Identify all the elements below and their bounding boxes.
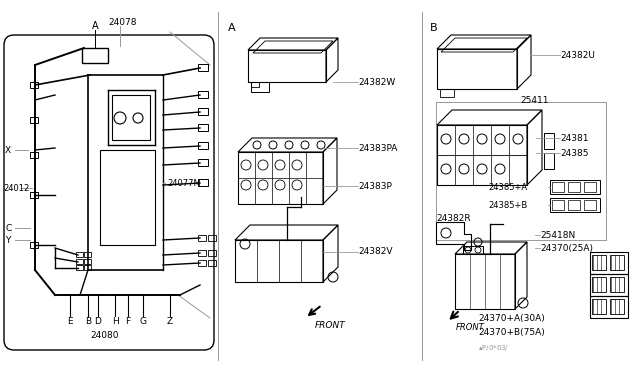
Text: 24385+B: 24385+B	[488, 201, 527, 209]
Bar	[84, 265, 91, 270]
Bar	[552, 200, 564, 210]
Bar	[584, 182, 596, 192]
Bar	[552, 182, 564, 192]
Text: 24012: 24012	[3, 183, 29, 192]
Bar	[550, 198, 600, 212]
Text: E: E	[67, 317, 73, 327]
Bar	[568, 200, 580, 210]
Bar	[610, 299, 624, 314]
Text: Z: Z	[167, 317, 173, 327]
Bar	[198, 124, 208, 131]
Bar	[30, 192, 38, 198]
Text: D: D	[95, 317, 101, 327]
Bar	[30, 152, 38, 158]
Text: 25418N: 25418N	[540, 231, 575, 240]
Bar	[436, 102, 606, 240]
Bar	[198, 260, 206, 266]
Text: F: F	[125, 317, 131, 327]
Bar	[248, 50, 326, 82]
Bar	[592, 299, 606, 314]
Bar	[112, 95, 150, 140]
Bar	[251, 82, 269, 92]
Bar	[235, 240, 323, 282]
Bar	[544, 153, 554, 169]
Bar	[30, 242, 38, 248]
Text: 24080: 24080	[91, 330, 119, 340]
Text: 24383P: 24383P	[358, 182, 392, 190]
Bar	[198, 179, 208, 186]
Bar	[610, 255, 624, 270]
Bar	[198, 91, 208, 98]
Text: 24077M: 24077M	[167, 179, 201, 187]
Text: 24370+B(75A): 24370+B(75A)	[478, 327, 545, 337]
Bar	[440, 89, 454, 97]
Text: 24078: 24078	[108, 17, 136, 26]
Bar	[198, 235, 206, 241]
Text: 24382U: 24382U	[560, 51, 595, 60]
Bar	[198, 250, 206, 256]
Bar	[30, 82, 38, 88]
Bar	[208, 260, 216, 266]
Text: X: X	[5, 145, 11, 154]
Bar	[437, 125, 527, 185]
Bar	[208, 235, 216, 241]
Text: 24385+A: 24385+A	[488, 183, 527, 192]
Text: 24382V: 24382V	[358, 247, 392, 257]
Bar	[455, 254, 515, 309]
Text: 24370(25A): 24370(25A)	[540, 244, 593, 253]
Bar	[592, 255, 606, 270]
Bar	[437, 49, 517, 89]
Text: 24381: 24381	[560, 134, 589, 142]
Text: 24385: 24385	[560, 148, 589, 157]
Text: G: G	[140, 317, 147, 327]
Text: A: A	[228, 23, 236, 33]
Bar	[82, 48, 108, 63]
Bar	[76, 252, 83, 257]
Bar	[568, 182, 580, 192]
Bar	[544, 133, 554, 149]
Text: C: C	[5, 224, 12, 232]
Text: $\blacktriangle$P/0*03/: $\blacktriangle$P/0*03/	[478, 343, 509, 353]
Bar	[238, 152, 323, 204]
Text: A: A	[92, 21, 99, 31]
Text: Y: Y	[5, 235, 10, 244]
Bar	[590, 274, 628, 296]
Bar	[198, 64, 208, 71]
Bar	[198, 142, 208, 149]
Bar	[76, 265, 83, 270]
Bar	[198, 108, 208, 115]
Bar	[100, 150, 155, 245]
Text: 25411: 25411	[520, 96, 548, 105]
Text: 24382R: 24382R	[436, 214, 470, 222]
Bar	[550, 180, 600, 194]
Bar	[610, 277, 624, 292]
Text: H: H	[111, 317, 118, 327]
Text: 24382W: 24382W	[358, 77, 396, 87]
Text: B: B	[85, 317, 91, 327]
Text: 24383PA: 24383PA	[358, 144, 397, 153]
Text: FRONT: FRONT	[315, 321, 346, 330]
Bar	[592, 277, 606, 292]
Bar	[76, 259, 83, 264]
Text: FRONT: FRONT	[456, 324, 484, 333]
Text: B: B	[430, 23, 438, 33]
Bar	[251, 82, 259, 87]
Bar	[584, 200, 596, 210]
Bar	[590, 252, 628, 274]
Bar	[198, 159, 208, 166]
Bar	[84, 259, 91, 264]
Text: 24370+A(30A): 24370+A(30A)	[478, 314, 545, 323]
Bar	[590, 296, 628, 318]
Bar	[30, 117, 38, 123]
Bar	[84, 252, 91, 257]
Bar	[208, 250, 216, 256]
